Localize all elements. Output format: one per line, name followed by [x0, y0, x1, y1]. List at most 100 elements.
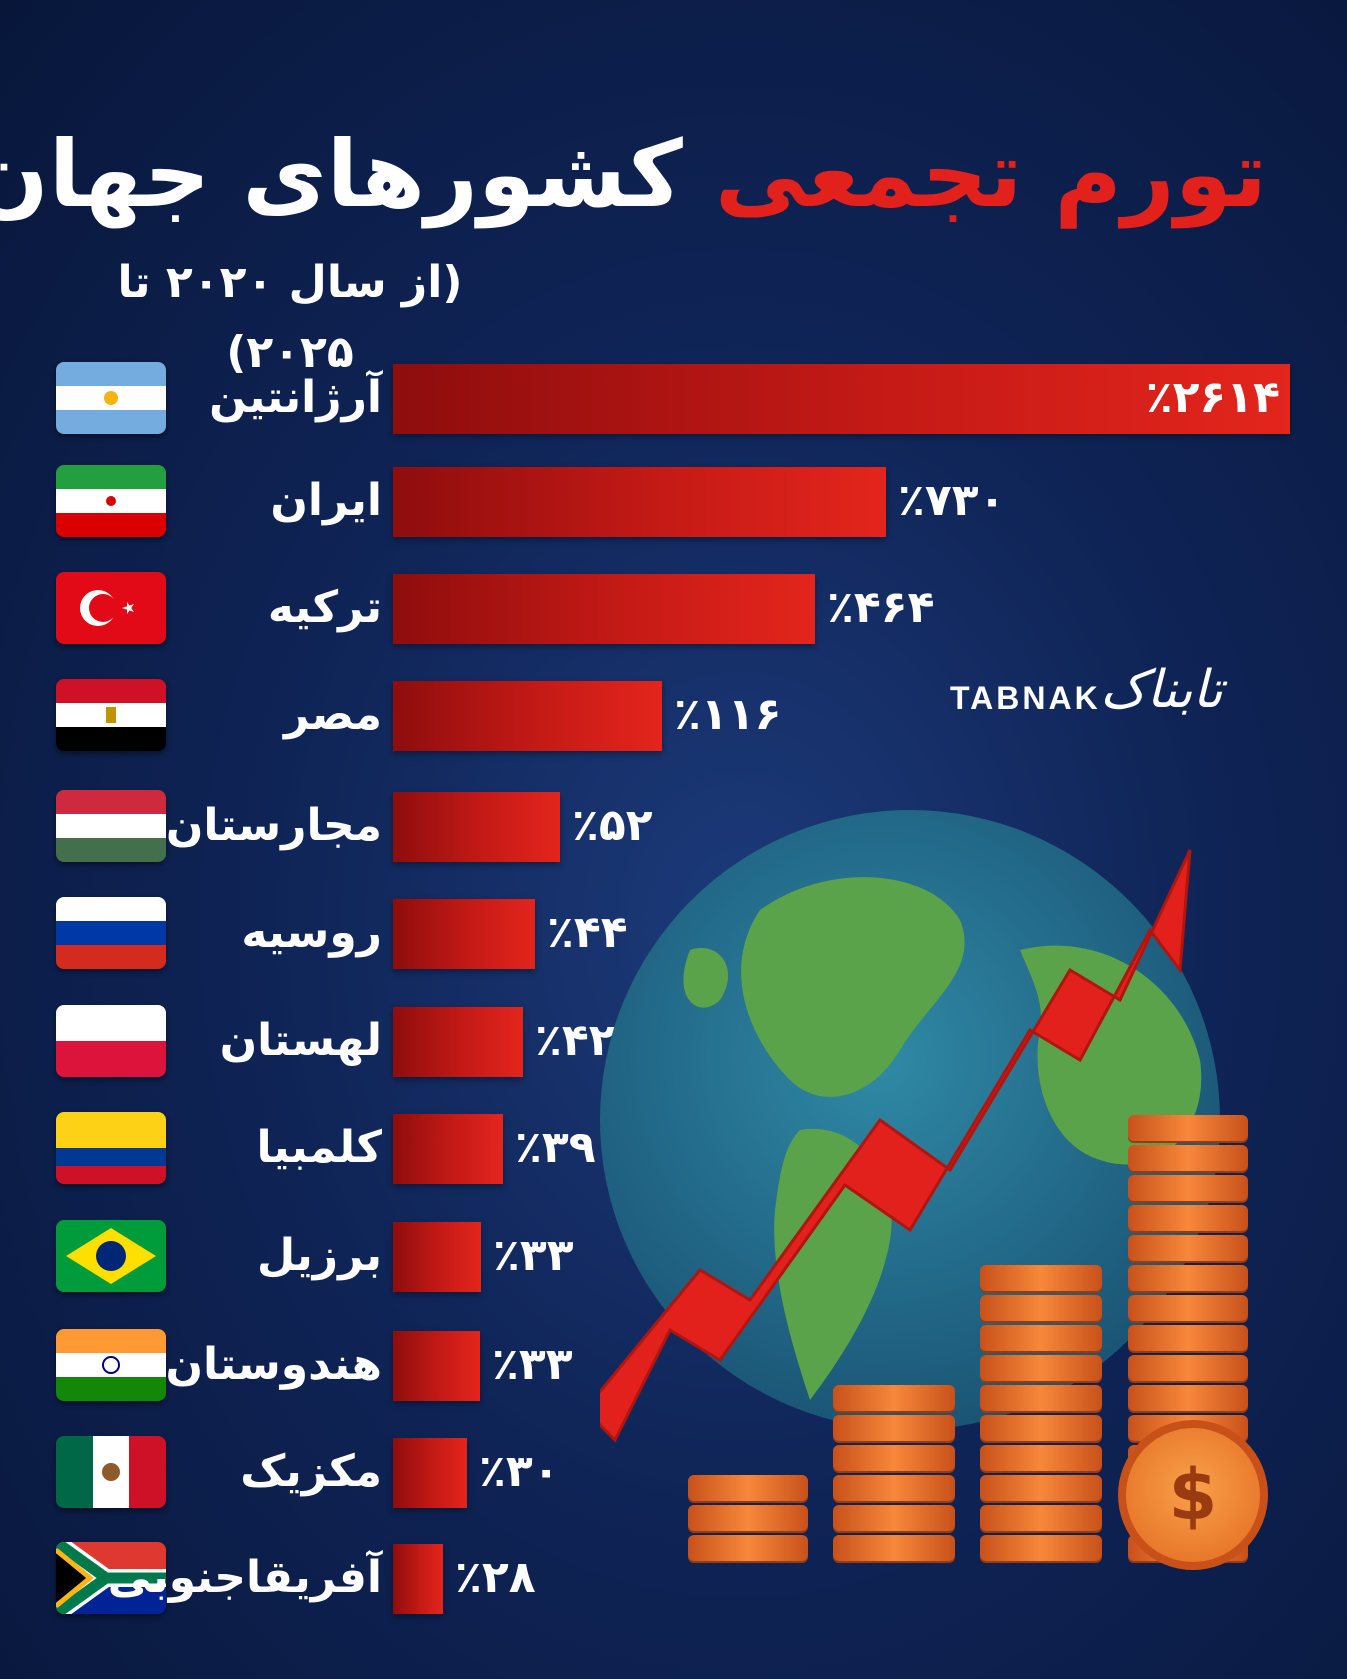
dollar-coin-icon: $ [1118, 1420, 1268, 1570]
globe-continent [683, 948, 729, 1008]
country-label: روسیه [241, 907, 382, 958]
value-label: ٪۳۳ [493, 1230, 574, 1281]
coin-icon [980, 1325, 1102, 1351]
coin-icon [980, 1535, 1102, 1561]
chart-row: مصر ٪۱۱۶ [0, 677, 1347, 753]
value-label: ٪۳۰ [479, 1446, 560, 1497]
country-label: آفریقاجنوبی [107, 1552, 382, 1603]
coin-icon [688, 1475, 808, 1501]
chart-row: هندوستان ٪۳۳ [0, 1327, 1347, 1403]
chart-row: مجارستان ٪۵۲ [0, 788, 1347, 864]
coin-icon [1128, 1235, 1248, 1261]
value-label: ٪۲۶۱۴ [1145, 372, 1280, 423]
chart-bar [393, 792, 560, 862]
argentina-flag-icon [56, 362, 166, 434]
value-label: ٪۴۶۴ [827, 582, 935, 633]
egypt-flag-icon [56, 679, 166, 751]
coin-icon [1128, 1385, 1248, 1411]
coin-icon [1128, 1325, 1248, 1351]
chart-row: آفریقاجنوبی ٪۲۸ [0, 1540, 1347, 1616]
coin-icon [980, 1265, 1102, 1291]
chart-bar [393, 364, 1290, 434]
country-label: برزیل [256, 1230, 382, 1281]
country-label: مکزیک [240, 1446, 382, 1497]
chart-bar [393, 467, 886, 537]
page-title: تورم تجمعی کشورهای جهان [0, 110, 1267, 240]
coin-icon [980, 1385, 1102, 1411]
chart-row: برزیل ٪۳۳ [0, 1218, 1347, 1294]
chart-bar [393, 1222, 481, 1292]
chart-row: آرژانتین ٪۲۶۱۴ [0, 360, 1347, 436]
logo-persian-text: تابناک [1100, 660, 1223, 720]
trend-arrow-icon [600, 849, 1192, 1443]
coin-icon [980, 1445, 1102, 1471]
chart-bar [393, 1331, 480, 1401]
country-label: آرژانتین [209, 372, 382, 423]
iran-flag-icon [56, 465, 166, 537]
chart-row: لهستان ٪۴۲ [0, 1003, 1347, 1079]
india-flag-icon [56, 1329, 166, 1401]
chart-bar [393, 1438, 467, 1508]
country-label: لهستان [219, 1015, 382, 1066]
value-label: ٪۱۱۶ [674, 689, 782, 740]
value-label: ٪۲۸ [455, 1552, 536, 1603]
globe-continent [741, 877, 965, 1097]
coin-icon [1128, 1205, 1248, 1231]
value-label: ٪۴۴ [547, 907, 628, 958]
country-label: ترکیه [267, 582, 382, 633]
coin-icon [688, 1535, 808, 1561]
coin-icon [1128, 1115, 1248, 1141]
value-label: ٪۴۲ [535, 1015, 616, 1066]
coin-icon [833, 1415, 955, 1441]
coin-icon [980, 1355, 1102, 1381]
value-label: ٪۷۳۰ [898, 475, 1006, 526]
coin-icon [688, 1505, 808, 1531]
chart-bar [393, 899, 535, 969]
chart-row: ترکیه ٪۴۶۴ [0, 570, 1347, 646]
poland-flag-icon [56, 1005, 166, 1077]
coin-icon [833, 1535, 955, 1561]
value-label: ٪۵۲ [572, 800, 653, 851]
chart-row: مکزیک ٪۳۰ [0, 1434, 1347, 1510]
chart-bar [393, 574, 815, 644]
country-label: مجارستان [165, 800, 382, 851]
value-label: ٪۳۳ [492, 1339, 573, 1390]
coin-icon [1128, 1175, 1248, 1201]
mexico-flag-icon [56, 1436, 166, 1508]
country-label: مصر [284, 689, 382, 740]
turkey-flag-icon [56, 572, 166, 644]
south-africa-flag-icon [56, 1542, 166, 1614]
country-label: کلمبیا [256, 1122, 383, 1173]
hungary-flag-icon [56, 790, 166, 862]
logo-latin-text: TABNAK [950, 680, 1101, 716]
coin-icon [833, 1445, 955, 1471]
coin-icon [833, 1475, 955, 1501]
value-label: ٪۳۹ [515, 1122, 596, 1173]
chart-row: کلمبیا ٪۳۹ [0, 1110, 1347, 1186]
chart-row: روسیه ٪۴۴ [0, 895, 1347, 971]
coin-icon [1128, 1295, 1248, 1321]
brazil-flag-icon [56, 1220, 166, 1292]
coin-icon [980, 1505, 1102, 1531]
coin-icon [980, 1415, 1102, 1441]
coin-icon [1128, 1145, 1248, 1171]
coin-icon [1128, 1265, 1248, 1291]
title-red-part: تورم تجمعی [714, 121, 1267, 228]
country-label: هندوستان [165, 1339, 382, 1390]
colombia-flag-icon [56, 1112, 166, 1184]
chart-bar [393, 1007, 523, 1077]
coin-icon [980, 1295, 1102, 1321]
chart-bar [393, 1544, 443, 1614]
chart-bar [393, 1114, 503, 1184]
country-label: ایران [270, 475, 382, 526]
title-white-part: کشورهای جهان [0, 121, 683, 228]
coin-icon [833, 1385, 955, 1411]
coin-icon [1128, 1355, 1248, 1381]
page-subtitle: (از سال ۲۰۲۰ تا ۲۰۲۵) [117, 257, 463, 378]
coin-icon [980, 1475, 1102, 1501]
coin-icon [833, 1505, 955, 1531]
russia-flag-icon [56, 897, 166, 969]
chart-row: ایران ٪۷۳۰ [0, 463, 1347, 539]
tabnak-logo: TABNAK تابناک [950, 660, 1223, 750]
